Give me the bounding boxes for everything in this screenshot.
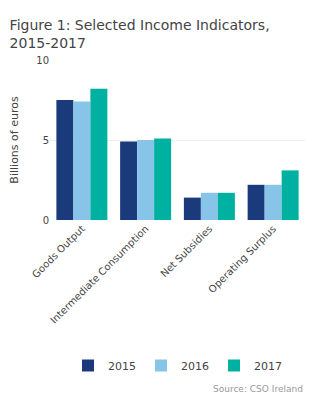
svg-text:10: 10 <box>36 55 49 66</box>
svg-text:Intermediate Consumption: Intermediate Consumption <box>48 223 150 325</box>
svg-text:2016: 2016 <box>181 360 209 373</box>
svg-text:Operating Surplus: Operating Surplus <box>206 223 278 295</box>
svg-text:Figure 1: Selected Income Indi: Figure 1: Selected Income Indicators,201… <box>10 17 270 51</box>
svg-text:Net Subsidies: Net Subsidies <box>158 223 214 279</box>
svg-text:0: 0 <box>43 215 49 226</box>
svg-text:Source: CSO Ireland: Source: CSO Ireland <box>213 384 303 394</box>
svg-text:Goods Output: Goods Output <box>30 223 87 280</box>
svg-text:2017: 2017 <box>254 360 282 373</box>
svg-text:5: 5 <box>43 135 49 146</box>
svg-text:2015: 2015 <box>108 360 136 373</box>
svg-text:Billions of euros: Billions of euros <box>8 96 21 184</box>
